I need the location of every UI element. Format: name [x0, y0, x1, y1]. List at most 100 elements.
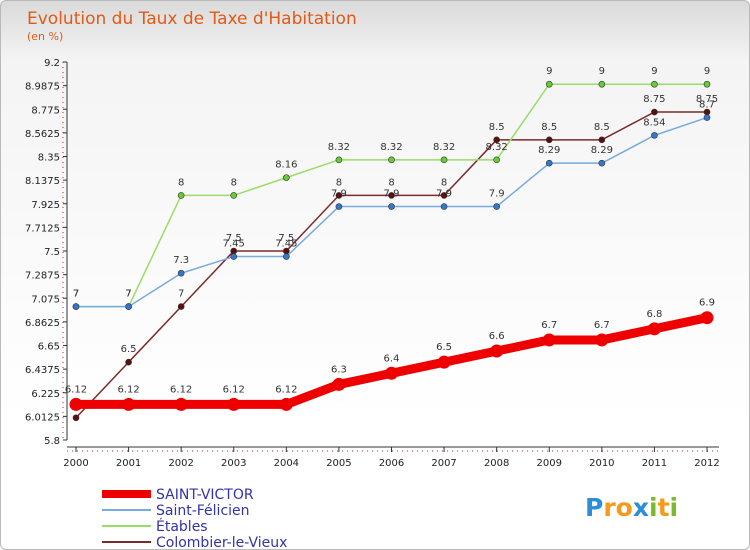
- y-tick-label: 6.225: [31, 389, 60, 400]
- data-point: [279, 397, 293, 411]
- data-label: 9: [599, 66, 605, 77]
- data-point: [122, 397, 136, 411]
- legend-label: Colombier-le-Vieux: [156, 535, 287, 550]
- y-tick-label: 8.775: [31, 105, 60, 116]
- data-label: 6.6: [489, 331, 505, 342]
- data-label: 8.29: [591, 145, 613, 156]
- data-point: [437, 355, 451, 369]
- chart-subtitle: (en %): [27, 30, 63, 43]
- data-label: 7.45: [223, 239, 245, 250]
- data-label: 6.12: [65, 384, 87, 395]
- data-labels: 6.5 7 7.5 7.5 8 8 8 8.5 8.5 8.5 8.75 8.75 7 7 8 8 8.16 8.…: [65, 66, 718, 395]
- data-point: [283, 174, 290, 181]
- legend-label: Étables: [156, 518, 208, 535]
- data-label: 8.54: [643, 117, 665, 128]
- data-point: [385, 366, 398, 380]
- data-label: 6.9: [699, 298, 715, 309]
- proxiti-logo: Proxiti: [585, 493, 678, 522]
- logo-letter: i: [649, 493, 658, 522]
- x-tick-label: 2006: [379, 458, 404, 469]
- logo-letter: P: [585, 493, 603, 522]
- data-point: [703, 80, 711, 88]
- data-label: 7.3: [173, 255, 189, 266]
- y-tick-label: 7.5: [44, 247, 60, 258]
- data-point: [335, 156, 343, 164]
- data-label: 8.5: [541, 122, 557, 133]
- data-point: [651, 132, 658, 139]
- data-point: [598, 136, 606, 144]
- legend: SAINT-VICTORSaint-FélicienÉtablesColombi…: [102, 487, 287, 550]
- data-label: 8: [388, 177, 394, 188]
- data-label: 6.12: [117, 384, 139, 395]
- data-label: 7.9: [331, 189, 347, 200]
- data-point: [72, 414, 80, 422]
- x-tick-label: 2009: [537, 458, 562, 469]
- data-label: 7.9: [436, 189, 452, 200]
- data-label: 8: [336, 177, 342, 188]
- logo-letter: o: [616, 493, 633, 522]
- data-label: 7.9: [384, 189, 400, 200]
- x-tick-label: 2005: [326, 458, 351, 469]
- x-tick-label: 2011: [642, 458, 667, 469]
- data-label: 8.75: [696, 94, 718, 105]
- logo-letter: x: [633, 493, 649, 522]
- data-label: 9: [651, 66, 657, 77]
- legend-label: Saint-Félicien: [156, 503, 250, 519]
- data-point: [177, 303, 185, 310]
- x-tick-label: 2003: [221, 458, 246, 469]
- data-label: 6.8: [646, 309, 662, 320]
- data-label: 6.7: [594, 320, 610, 331]
- data-label: 6.5: [436, 342, 452, 353]
- data-point: [598, 80, 606, 88]
- data-point: [493, 203, 500, 210]
- y-tick-label: 8.35: [38, 153, 60, 164]
- y-tick-label: 7.2875: [25, 271, 60, 282]
- axes: 5.8 6.0125 6.225 6.4375 6.65 6.8625 7.075 7.287…: [25, 58, 720, 469]
- data-label: 8.32: [380, 142, 402, 153]
- logo-letter: r: [603, 493, 616, 522]
- x-tick-label: 2010: [589, 458, 614, 469]
- series-colombier-le-vieux: [72, 108, 711, 422]
- x-tick-label: 2012: [694, 458, 719, 469]
- data-point: [227, 397, 241, 411]
- y-tick-label: 8.1375: [25, 176, 60, 187]
- data-label: 6.12: [275, 384, 297, 395]
- data-label: 6.12: [223, 384, 245, 395]
- x-tick-label: 2001: [116, 458, 141, 469]
- y-tick-label: 6.0125: [25, 412, 60, 423]
- data-label: 7: [125, 289, 131, 300]
- data-point: [490, 344, 504, 358]
- data-label: 6.5: [121, 344, 137, 355]
- data-label: 7.5: [226, 233, 242, 244]
- data-label: 6.3: [331, 364, 347, 375]
- data-label: 8: [441, 177, 447, 188]
- data-label: 7.5: [278, 233, 294, 244]
- data-label: 8.32: [486, 142, 508, 153]
- data-point: [542, 333, 556, 347]
- y-tick-label: 9.2: [44, 58, 60, 69]
- data-point: [700, 311, 714, 325]
- x-tick-label: 2008: [484, 458, 509, 469]
- data-point: [69, 397, 83, 411]
- data-point: [493, 156, 500, 164]
- data-point: [493, 136, 500, 144]
- data-point: [440, 203, 448, 210]
- data-label: 8: [178, 177, 184, 188]
- data-point: [440, 192, 448, 199]
- data-point: [545, 159, 553, 167]
- x-tick-label: 2002: [168, 458, 193, 469]
- series-saint-f-licien: [72, 114, 711, 310]
- logo-letter: t: [658, 493, 670, 522]
- data-label: 7.9: [489, 189, 505, 200]
- logo-letter: i: [670, 493, 679, 522]
- data-point: [703, 114, 711, 121]
- data-label: 8.5: [594, 122, 610, 133]
- series-saint-victor: [69, 311, 714, 411]
- data-point: [388, 192, 395, 199]
- data-label: 9: [546, 66, 552, 77]
- data-point: [177, 192, 185, 199]
- data-point: [595, 333, 609, 347]
- data-label: 8.32: [433, 142, 455, 153]
- series-layer: [69, 80, 714, 422]
